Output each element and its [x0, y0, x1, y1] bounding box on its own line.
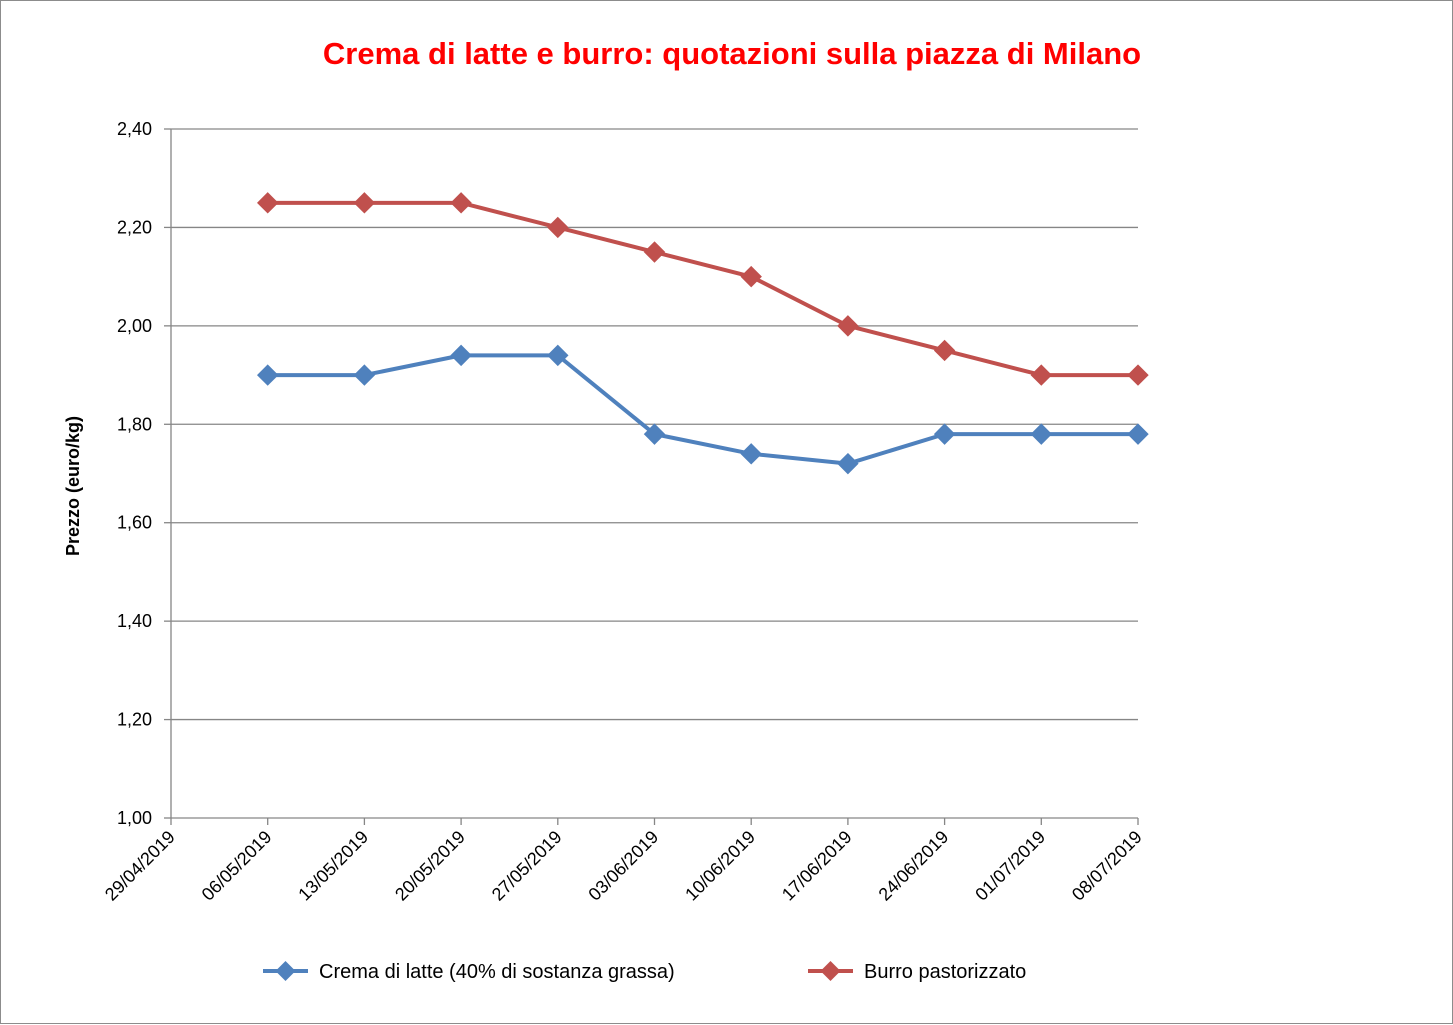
data-point	[256, 364, 279, 386]
x-tick-labels: 29/04/2019 06/05/2019 13/05/2019 20/05/2019…	[101, 827, 1146, 905]
y-tick-labels: 1,00 1,20 1,40 1,60 1,80 2,00 2,20 2,40	[117, 119, 152, 828]
y-tick-label: 1,40	[117, 611, 152, 631]
legend-label: Crema di latte (40% di sostanza grassa)	[319, 961, 675, 983]
data-point	[353, 364, 376, 386]
data-point	[1127, 423, 1149, 445]
data-point	[933, 423, 956, 445]
x-tick-label: 24/06/2019	[875, 827, 953, 905]
legend-marker	[275, 961, 296, 981]
legend-marker	[820, 961, 841, 981]
data-point	[450, 192, 472, 214]
x-tick-label: 17/06/2019	[778, 827, 856, 905]
x-tick-label: 29/04/2019	[101, 827, 179, 905]
data-point	[837, 452, 859, 475]
data-point	[1030, 364, 1053, 386]
x-tick-label: 03/06/2019	[584, 827, 662, 905]
x-tick-label: 06/05/2019	[198, 827, 276, 905]
series-line-2	[267, 200, 1138, 378]
series-line-1	[267, 353, 1138, 466]
legend: Crema di latte (40% di sostanza grassa) B…	[263, 961, 1026, 983]
x-tick-label: 08/07/2019	[1068, 827, 1146, 905]
data-point	[353, 192, 376, 214]
y-tick-label: 1,20	[117, 710, 152, 730]
y-tick-label: 1,00	[117, 808, 152, 828]
data-point	[450, 344, 472, 367]
data-point	[837, 315, 859, 337]
x-tick-label: 27/05/2019	[488, 827, 566, 905]
series-lines	[256, 192, 1149, 475]
data-point	[643, 423, 666, 445]
data-point	[256, 192, 279, 214]
data-point	[1127, 364, 1149, 386]
x-tick-label: 01/07/2019	[971, 827, 1049, 905]
x-tick-label: 20/05/2019	[391, 827, 469, 905]
data-point	[643, 241, 666, 263]
y-tick-label: 1,80	[117, 414, 152, 434]
data-point	[547, 216, 569, 239]
legend-item-1: Crema di latte (40% di sostanza grassa)	[263, 961, 675, 983]
legend-item-2: Burro pastorizzato	[808, 961, 1026, 983]
gridlines	[171, 128, 1138, 721]
data-point	[740, 443, 762, 465]
y-tick-label: 2,40	[117, 119, 152, 139]
y-tick-label: 1,60	[117, 513, 152, 533]
data-point	[547, 344, 569, 367]
data-point	[1030, 423, 1053, 445]
y-axis-label: Prezzo (euro/kg)	[63, 416, 83, 556]
chart-title: Crema di latte e burro: quotazioni sulla…	[323, 36, 1141, 71]
x-tick-label: 10/06/2019	[681, 827, 759, 905]
y-tick-label: 2,00	[117, 316, 152, 336]
data-point	[740, 265, 762, 288]
data-point	[933, 339, 956, 362]
y-tick-label: 2,20	[117, 217, 152, 237]
legend-label: Burro pastorizzato	[864, 961, 1026, 983]
axes	[164, 128, 1139, 825]
x-tick-label: 13/05/2019	[294, 827, 372, 905]
